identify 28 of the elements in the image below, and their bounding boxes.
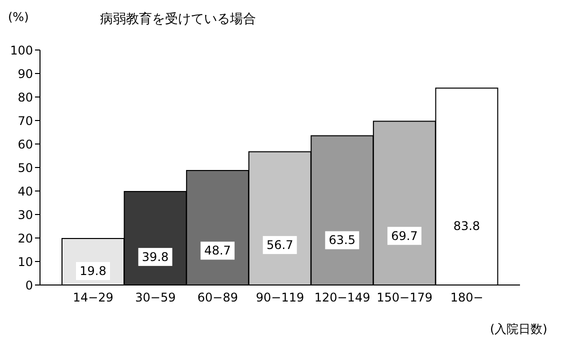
data-label: 48.7 — [204, 244, 231, 258]
data-label: 63.5 — [328, 233, 356, 248]
data-label: 83.8 — [453, 218, 480, 233]
y-tick-label: 100 — [10, 43, 33, 58]
data-label: 19.8 — [80, 264, 106, 278]
y-tick-label: 20 — [18, 231, 33, 246]
y-tick-label: 90 — [18, 66, 33, 81]
x-tick-label: 180− — [450, 290, 484, 305]
y-tick-label: 0 — [25, 278, 33, 292]
x-tick-label: 14−29 — [72, 290, 114, 305]
x-axis-title: (入院日数) — [490, 321, 548, 338]
y-tick-label: 60 — [18, 137, 33, 152]
y-tick-label: 10 — [18, 254, 33, 269]
x-tick-label: 150−179 — [376, 290, 433, 305]
y-tick-label: 80 — [18, 90, 33, 104]
y-tick-label: 50 — [18, 160, 33, 175]
x-tick-label: 120−149 — [314, 290, 370, 305]
data-label: 69.7 — [391, 228, 418, 243]
x-tick-label: 30−59 — [135, 290, 176, 305]
data-label: 56.7 — [266, 238, 294, 252]
y-tick-label: 70 — [18, 114, 33, 128]
y-axis-title: (%) — [8, 10, 29, 24]
chart-title: 病弱教育を受けている場合 — [100, 10, 256, 28]
x-tick-label: 60−89 — [197, 290, 238, 305]
data-label: 39.8 — [142, 250, 169, 264]
y-tick-label: 40 — [18, 184, 33, 198]
x-tick-label: 90−119 — [256, 290, 304, 305]
y-tick-label: 30 — [18, 208, 33, 222]
